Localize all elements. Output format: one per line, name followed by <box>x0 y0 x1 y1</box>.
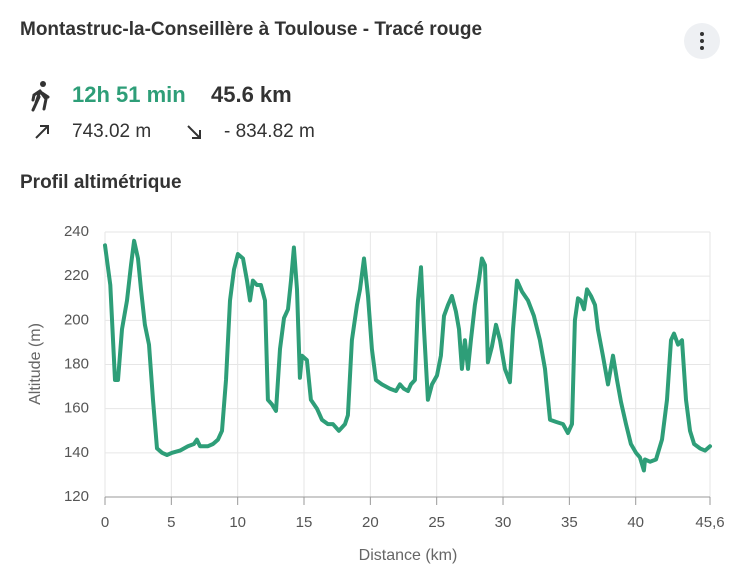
x-tick-label: 45,6 <box>695 514 724 531</box>
ascent-icon <box>35 125 49 139</box>
x-axis-title: Distance (km) <box>359 547 458 564</box>
x-tick-label: 40 <box>627 514 644 531</box>
descent-icon <box>187 125 201 139</box>
x-tick-label: 0 <box>101 514 109 531</box>
x-tick-label: 15 <box>296 514 313 531</box>
x-tick-label: 10 <box>229 514 246 531</box>
x-tick-label: 20 <box>362 514 379 531</box>
y-tick-label: 180 <box>64 355 89 372</box>
altitude-line <box>103 238 712 473</box>
route-title: Montastruc-la-Conseillère à Toulouse - T… <box>20 19 482 40</box>
y-tick-label: 200 <box>64 311 89 328</box>
y-tick-label: 240 <box>64 223 89 240</box>
menu-button[interactable] <box>684 23 720 59</box>
walk-icon <box>31 81 50 112</box>
x-tick-label: 5 <box>167 514 175 531</box>
y-axis-title: Altitude (m) <box>27 323 44 405</box>
x-tick-label: 35 <box>561 514 578 531</box>
descent: - 834.82 m <box>224 121 315 142</box>
x-tick-label: 25 <box>428 514 445 531</box>
section-title: Profil altimétrique <box>20 172 182 193</box>
y-tick-label: 220 <box>64 267 89 284</box>
y-tick-label: 160 <box>64 400 89 417</box>
ascent: 743.02 m <box>72 121 151 142</box>
y-tick-label: 140 <box>64 444 89 461</box>
duration: 12h 51 min <box>72 82 186 107</box>
y-tick-label: 120 <box>64 488 89 505</box>
distance: 45.6 km <box>211 82 292 107</box>
x-tick-label: 30 <box>495 514 512 531</box>
